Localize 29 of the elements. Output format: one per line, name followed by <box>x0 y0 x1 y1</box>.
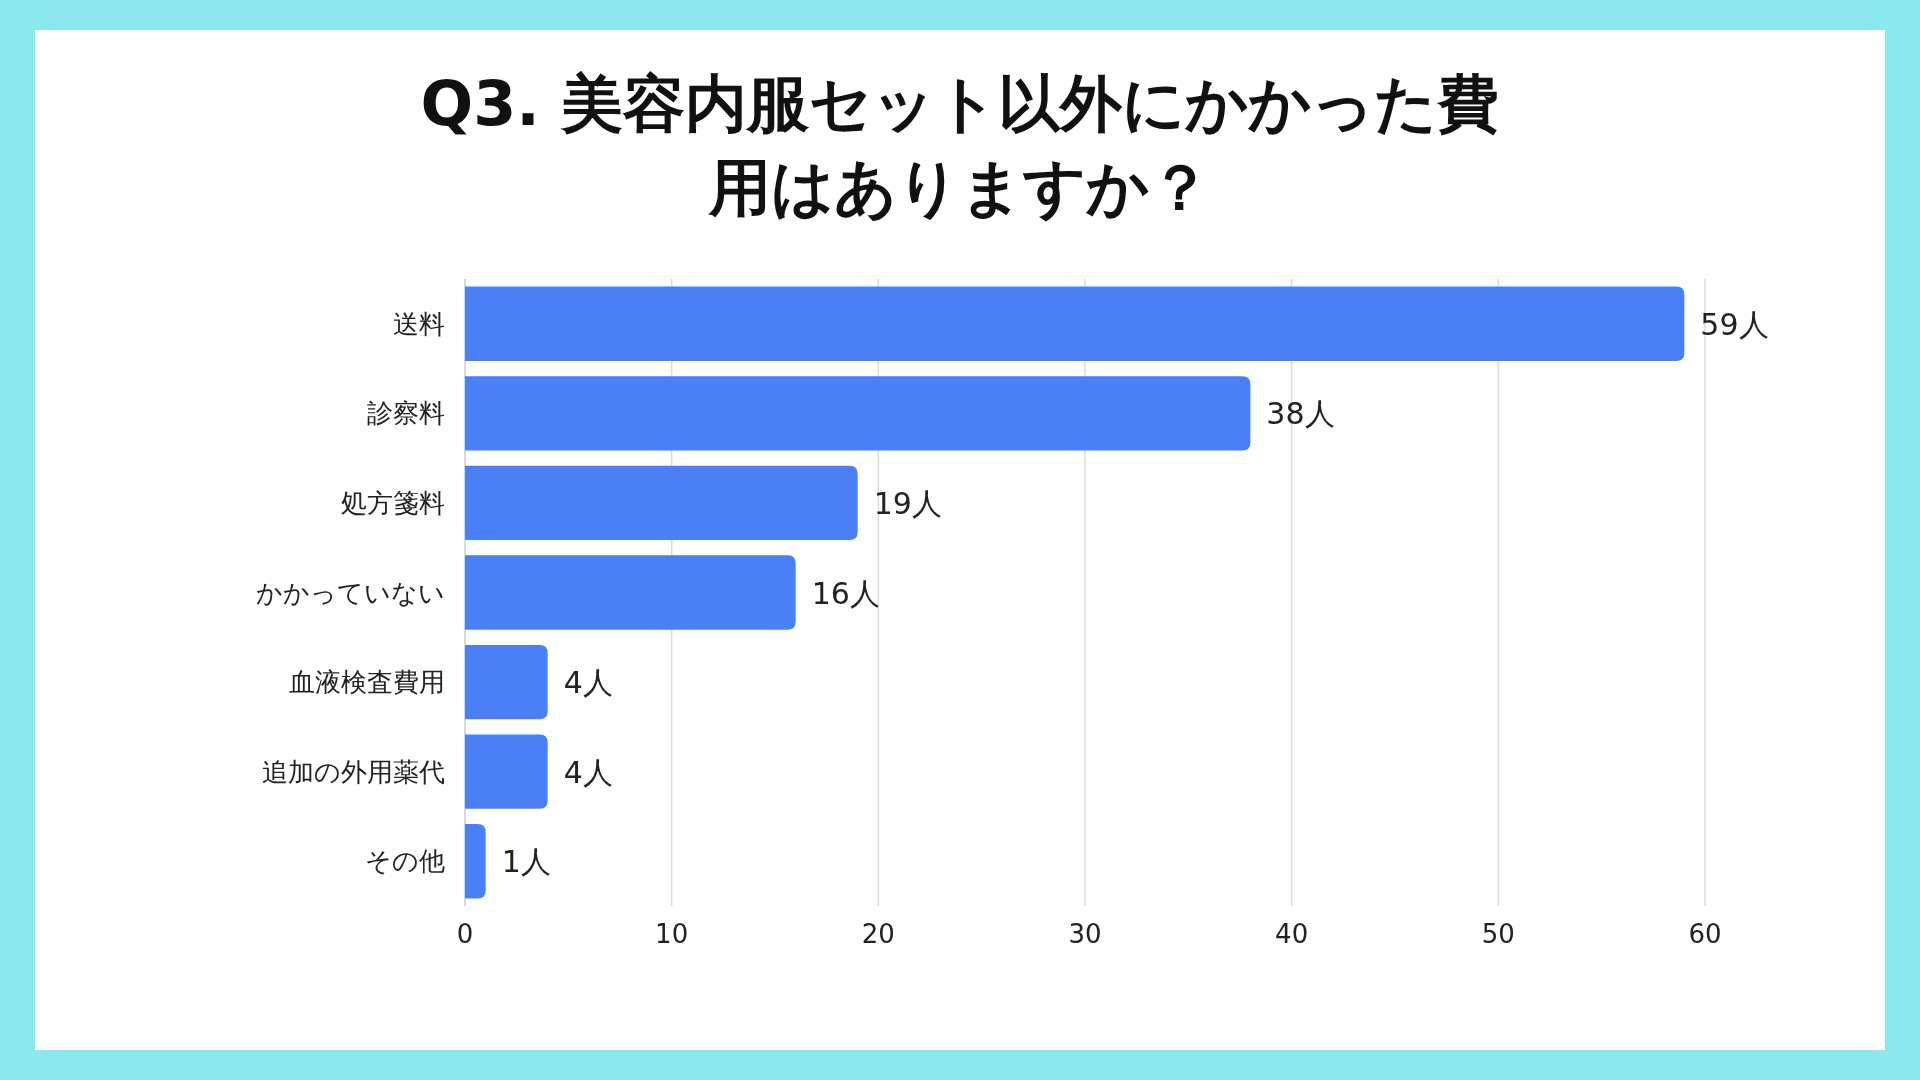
y-tick-label: 血液検査費用 <box>289 667 445 698</box>
x-tick-label: 30 <box>1068 919 1102 949</box>
x-tick-label: 0 <box>456 919 474 949</box>
data-label: 19人 <box>873 485 942 521</box>
bar <box>465 644 548 720</box>
bar <box>465 734 548 809</box>
data-label: 1人 <box>501 844 551 880</box>
data-label: 59人 <box>1700 306 1769 342</box>
y-tick-label: 追加の外用薬代 <box>262 756 445 787</box>
y-tick-label: 送料 <box>393 308 445 339</box>
y-tick-label: その他 <box>365 846 445 877</box>
data-label: 16人 <box>811 575 880 611</box>
data-label: 38人 <box>1266 396 1335 432</box>
x-tick-label: 40 <box>1275 919 1309 949</box>
y-tick-label: 診察料 <box>367 398 445 429</box>
data-label: 4人 <box>563 754 613 790</box>
bar <box>465 465 858 541</box>
x-tick-label: 20 <box>861 919 895 949</box>
y-tick-label: 処方箋料 <box>341 487 445 518</box>
bar <box>465 824 486 899</box>
bar <box>465 286 1685 361</box>
bar <box>465 555 796 630</box>
bar <box>465 376 1251 451</box>
y-tick-label: かかっていない <box>256 577 445 608</box>
chart-title: Q3. 美容内服セット以外にかかった費用はありますか？ <box>419 66 1501 226</box>
x-tick-label: 10 <box>655 919 689 949</box>
data-label: 4人 <box>563 665 613 701</box>
x-tick-label: 60 <box>1688 919 1722 949</box>
x-tick-label: 50 <box>1481 919 1515 949</box>
